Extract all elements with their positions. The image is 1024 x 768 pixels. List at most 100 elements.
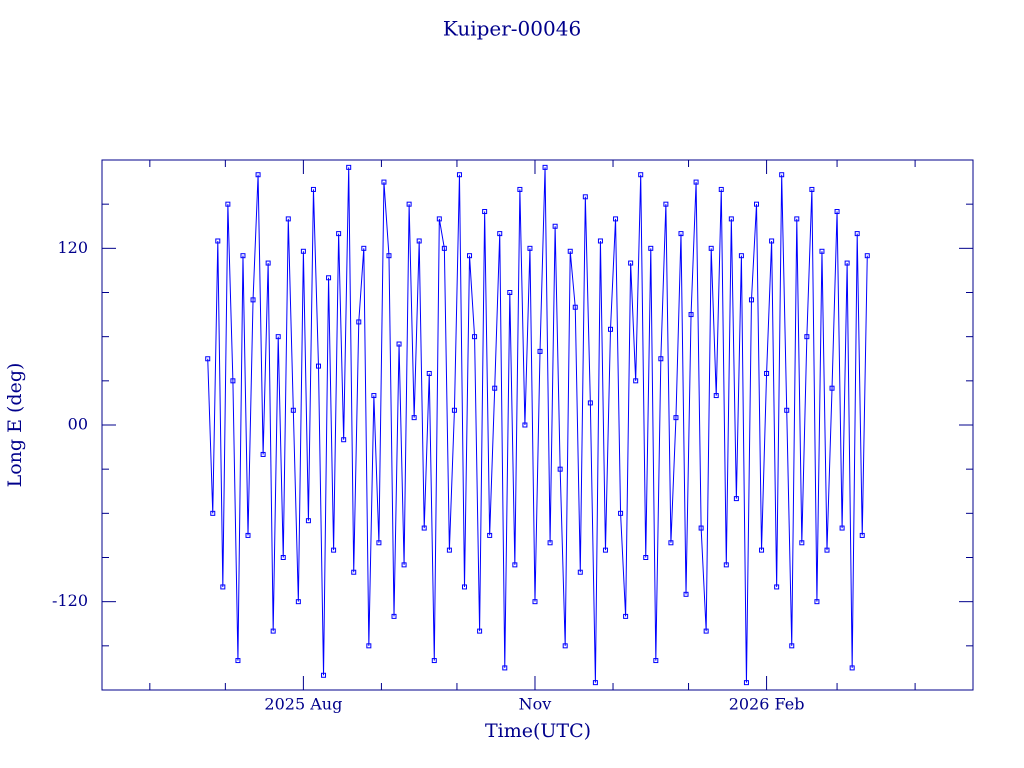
- data-point: [567, 248, 573, 254]
- data-point: [613, 216, 619, 222]
- data-point: [809, 186, 815, 192]
- data-point: [648, 245, 654, 251]
- data-point: [416, 238, 422, 244]
- data-point: [285, 216, 291, 222]
- data-point: [597, 238, 603, 244]
- data-point: [754, 201, 760, 207]
- data-point: [305, 518, 311, 524]
- data-point: [421, 525, 427, 531]
- data-point: [728, 216, 734, 222]
- data-point: [577, 569, 583, 575]
- data-point: [487, 532, 493, 538]
- plot-area: [205, 164, 870, 686]
- data-point: [245, 532, 251, 538]
- data-point: [703, 628, 709, 634]
- data-point: [321, 672, 327, 678]
- data-point: [376, 540, 382, 546]
- data-point: [461, 584, 467, 590]
- data-point: [587, 400, 593, 406]
- data-point: [799, 540, 805, 546]
- data-point: [638, 172, 644, 178]
- data-point: [381, 179, 387, 185]
- data-point: [774, 584, 780, 590]
- data-point: [406, 201, 412, 207]
- data-point: [361, 245, 367, 251]
- data-point: [215, 238, 221, 244]
- data-point: [864, 253, 870, 259]
- data-point: [718, 186, 724, 192]
- data-point: [693, 179, 699, 185]
- data-point: [633, 378, 639, 384]
- data-point: [467, 253, 473, 259]
- data-point: [220, 584, 226, 590]
- data-point: [708, 245, 714, 251]
- data-point: [386, 253, 392, 259]
- data-point: [290, 407, 296, 413]
- data-point: [628, 260, 634, 266]
- data-point: [326, 275, 332, 281]
- data-point: [733, 496, 739, 502]
- data-point: [446, 547, 452, 553]
- data-point: [839, 525, 845, 531]
- data-point: [315, 363, 321, 369]
- data-point: [331, 547, 337, 553]
- data-line: [207, 167, 868, 683]
- data-point: [482, 209, 488, 215]
- chart-title: Kuiper-00046: [443, 17, 581, 41]
- data-point: [300, 248, 306, 254]
- data-point: [688, 312, 694, 318]
- data-point: [472, 334, 478, 340]
- data-point: [205, 356, 211, 362]
- data-point: [456, 172, 462, 178]
- data-point: [849, 665, 855, 671]
- data-point: [859, 532, 865, 538]
- data-point: [738, 253, 744, 259]
- data-point: [492, 385, 498, 391]
- data-point: [608, 326, 614, 332]
- data-point: [441, 245, 447, 251]
- data-point: [683, 591, 689, 597]
- plot-frame: [101, 159, 974, 691]
- x-tick-label: 2026 Feb: [729, 695, 805, 714]
- data-point: [522, 422, 528, 428]
- data-point: [678, 231, 684, 237]
- data-point: [769, 238, 775, 244]
- data-point: [759, 547, 765, 553]
- data-point: [507, 290, 513, 295]
- data-point: [497, 231, 503, 237]
- data-point: [784, 407, 790, 413]
- data-point: [582, 194, 588, 200]
- data-point: [240, 253, 246, 259]
- y-tick-label: 120: [57, 238, 88, 257]
- data-point: [512, 562, 518, 568]
- data-point: [804, 334, 810, 340]
- data-point: [834, 209, 840, 215]
- data-point: [748, 297, 754, 303]
- data-point: [542, 164, 548, 170]
- data-point: [396, 341, 402, 347]
- y-axis-label: Long E (deg): [4, 363, 26, 488]
- data-point: [230, 378, 236, 384]
- data-point: [537, 348, 543, 354]
- data-point: [562, 643, 568, 649]
- data-point: [275, 334, 281, 340]
- data-point: [552, 223, 558, 229]
- y-tick-label: 00: [68, 415, 88, 434]
- data-point: [713, 393, 719, 399]
- data-point: [764, 370, 770, 376]
- data-point: [366, 643, 372, 649]
- data-point: [698, 525, 704, 531]
- data-point: [235, 658, 241, 664]
- data-point: [532, 599, 538, 605]
- data-point: [280, 555, 286, 560]
- data-point: [794, 216, 800, 222]
- data-point: [426, 370, 432, 376]
- data-point: [356, 319, 362, 325]
- data-point: [401, 562, 407, 568]
- data-point: [673, 415, 679, 421]
- x-axis-label: Time(UTC): [485, 720, 591, 742]
- data-point: [779, 172, 785, 178]
- data-point: [829, 385, 835, 391]
- data-point: [789, 643, 795, 649]
- data-point: [668, 540, 674, 546]
